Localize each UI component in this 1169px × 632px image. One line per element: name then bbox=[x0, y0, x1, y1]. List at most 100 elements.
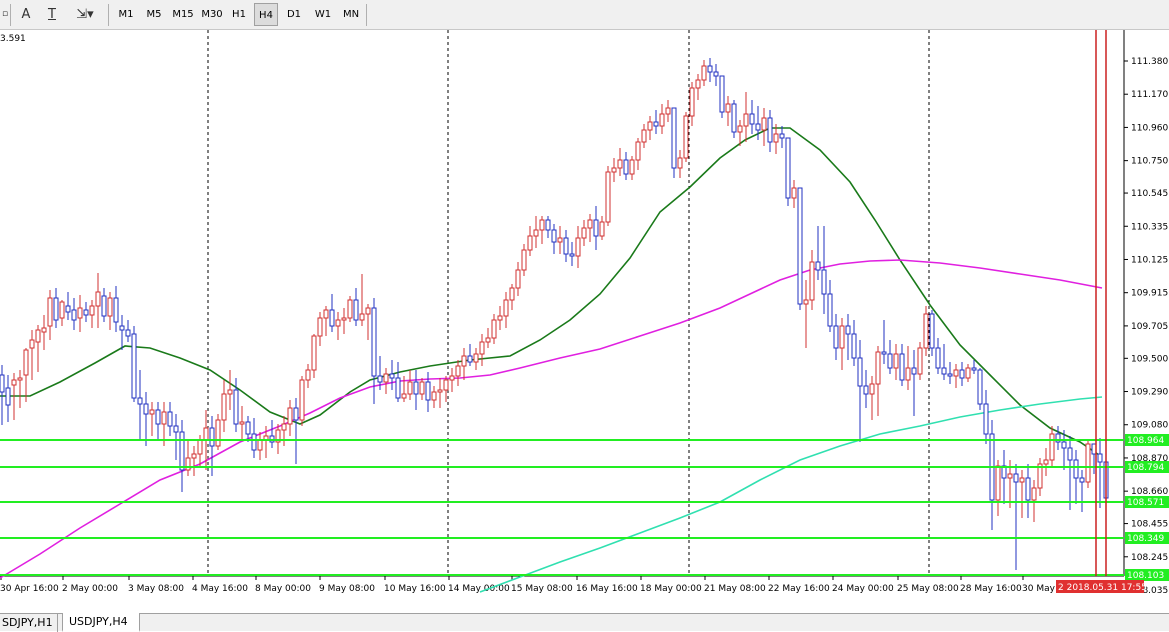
toolbar-separator bbox=[10, 4, 11, 26]
candle-bear bbox=[977, 369, 983, 405]
candle-bull bbox=[575, 237, 581, 257]
candle-bear bbox=[545, 219, 551, 231]
timeframe-m5[interactable]: M5 bbox=[146, 9, 162, 20]
arrows-icon[interactable]: ⇲▾ bbox=[76, 7, 94, 22]
time-axis-label: 30 Apr 16:00 bbox=[0, 584, 59, 594]
candle-bull bbox=[491, 319, 497, 339]
candle-bull bbox=[275, 429, 281, 443]
candle-bull bbox=[149, 409, 155, 415]
time-axis-label: 2 May 00:00 bbox=[62, 584, 118, 594]
candle-bull bbox=[641, 129, 647, 143]
candle-bull bbox=[311, 335, 317, 371]
timeframe-mn[interactable]: MN bbox=[342, 9, 360, 20]
candle-bull bbox=[893, 353, 899, 369]
candle-bear bbox=[125, 329, 131, 337]
crosshair-icon[interactable]: ▫ bbox=[1, 9, 9, 19]
candle-bull bbox=[257, 439, 263, 451]
chart-tabs-bar: SDJPY,H1 USDJPY,H4 bbox=[0, 613, 1169, 632]
candle-bull bbox=[317, 317, 323, 337]
timeframe-h4[interactable]: H4 bbox=[254, 3, 278, 26]
candle-bear bbox=[947, 373, 953, 377]
timeframe-m15[interactable]: M15 bbox=[172, 9, 194, 20]
candle-bear bbox=[395, 377, 401, 399]
candle-bear bbox=[293, 407, 299, 421]
candle-bull bbox=[449, 375, 455, 381]
level-price-tag bbox=[1125, 532, 1169, 544]
candle-bear bbox=[563, 237, 569, 255]
candle-bull bbox=[227, 389, 233, 395]
candle-bull bbox=[281, 423, 287, 431]
candle-bear bbox=[653, 121, 659, 127]
candle-bear bbox=[389, 373, 395, 379]
candle-bear bbox=[101, 295, 107, 317]
tab-sdjpy-h1[interactable]: SDJPY,H1 bbox=[0, 614, 58, 632]
candle-bear bbox=[929, 313, 935, 349]
candle-bull bbox=[605, 171, 611, 223]
time-axis-label: 30 May bbox=[1022, 584, 1056, 594]
timeframe-m30[interactable]: M30 bbox=[201, 9, 223, 20]
candle-bull bbox=[509, 287, 515, 301]
time-axis-label: 24 May 00:00 bbox=[832, 584, 894, 594]
candle-bull bbox=[29, 339, 35, 349]
candle-bull bbox=[809, 261, 815, 301]
candle-bull bbox=[773, 133, 779, 143]
text-button[interactable]: T bbox=[48, 7, 56, 22]
candle-bear bbox=[551, 229, 557, 243]
candle-bear bbox=[1067, 447, 1073, 461]
time-axis-label: 15 May 08:00 bbox=[511, 584, 573, 594]
candle-bull bbox=[287, 407, 293, 425]
candle-bull bbox=[1049, 433, 1055, 461]
candle-bear bbox=[671, 107, 677, 169]
candle-bull bbox=[743, 113, 749, 127]
candle-bull bbox=[1037, 463, 1043, 489]
time-axis-label: 21 May 08:00 bbox=[704, 584, 766, 594]
time-axis-label: 16 May 16:00 bbox=[576, 584, 638, 594]
candle-bull bbox=[299, 379, 305, 421]
candle-bear bbox=[833, 325, 839, 349]
candle-bull bbox=[611, 167, 617, 173]
timeframe-w1[interactable]: W1 bbox=[314, 9, 332, 20]
candle-bear bbox=[731, 103, 737, 133]
tab-usdjpy-h4[interactable]: USDJPY,H4 bbox=[62, 613, 140, 632]
candle-bear bbox=[821, 269, 827, 295]
candle-bull bbox=[221, 393, 227, 421]
candle-bear bbox=[1073, 459, 1079, 479]
candle-bear bbox=[251, 433, 257, 451]
candle-bear bbox=[119, 325, 125, 331]
price-axis-label: 109.290 bbox=[1131, 388, 1168, 398]
candle-bear bbox=[233, 389, 239, 425]
candle-bear bbox=[863, 385, 869, 395]
candle-bull bbox=[599, 221, 605, 237]
candle-bull bbox=[23, 349, 29, 376]
price-axis-label: 109.500 bbox=[1131, 354, 1168, 364]
candle-bull bbox=[59, 301, 65, 319]
level-price-label: 108.794 bbox=[1127, 463, 1164, 473]
price-chart[interactable]: 111.380 111.170 110.960 110.750 110.545 110.3… bbox=[0, 30, 1169, 613]
font-button[interactable]: A bbox=[21, 7, 31, 22]
top-left-price-label: 3.591 bbox=[0, 34, 26, 44]
candle-bull bbox=[347, 299, 353, 319]
timeframe-d1[interactable]: D1 bbox=[286, 9, 302, 20]
candle-bear bbox=[851, 333, 857, 359]
candle-bull bbox=[695, 79, 701, 89]
price-axis-label: 108.455 bbox=[1131, 520, 1168, 530]
timeframe-h1[interactable]: H1 bbox=[232, 9, 246, 20]
candle-bear bbox=[1055, 433, 1061, 443]
candle-bull bbox=[335, 319, 341, 327]
candle-bear bbox=[827, 293, 833, 327]
time-axis-label: 22 May 16:00 bbox=[768, 584, 830, 594]
candle-bull bbox=[323, 309, 329, 319]
candle-bear bbox=[1097, 453, 1103, 463]
candle-bear bbox=[1079, 477, 1085, 483]
price-axis-label: 110.335 bbox=[1131, 222, 1168, 232]
chart-canvas[interactable]: 111.380 111.170 110.960 110.750 110.545 110.3… bbox=[0, 30, 1169, 613]
candle-bear bbox=[173, 425, 179, 433]
candle-bear bbox=[0, 374, 5, 393]
timeframe-m1[interactable]: M1 bbox=[118, 9, 134, 20]
candle-bull bbox=[647, 121, 653, 131]
ma-slow-line bbox=[479, 396, 1103, 593]
candle-bull bbox=[521, 249, 527, 271]
candle-bear bbox=[53, 297, 59, 321]
candle-bull bbox=[665, 107, 671, 115]
chart-toolbar: ▫ A T ⇲▾ M1 M5 M15 M30 H1 H4 D1 W1 MN bbox=[0, 0, 1169, 30]
